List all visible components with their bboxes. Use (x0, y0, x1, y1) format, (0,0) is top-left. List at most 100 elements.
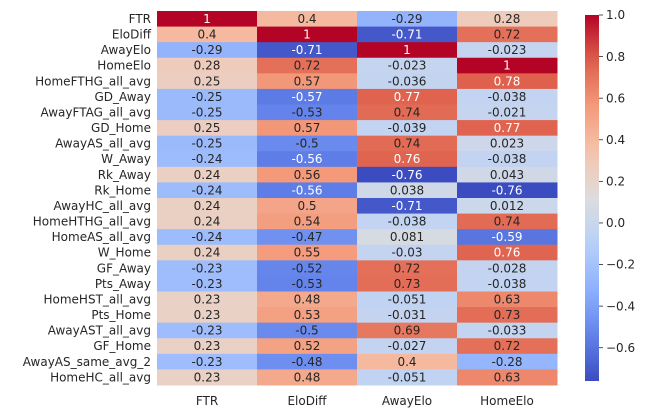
heatmap-cell-label: -0.038 (488, 152, 527, 166)
heatmap-cell (357, 135, 458, 152)
heatmap-cell (457, 353, 558, 370)
row-label: GD_Away (94, 90, 151, 104)
heatmap-cell-label: -0.48 (291, 355, 322, 369)
heatmap-cell-label: 0.56 (294, 168, 321, 182)
colorbar-tick-label: 0.2 (606, 175, 625, 189)
heatmap-cell (357, 244, 458, 261)
heatmap-cell (157, 338, 258, 355)
heatmap-cell-label: 0.73 (394, 277, 421, 291)
heatmap-cell (457, 11, 558, 28)
heatmap-cell (157, 229, 258, 246)
colorbar-tick-label: 0.4 (606, 133, 625, 147)
x-axis-tick-labels: FTR EloDiff AwayElo HomeElo (196, 394, 534, 408)
heatmap-cell-label: -0.036 (388, 74, 427, 88)
row-label: W_Home (98, 246, 151, 260)
heatmap-cell-label: -0.23 (191, 277, 222, 291)
row-label: HomeAS_all_avg (52, 230, 151, 244)
heatmap-cell (257, 229, 358, 246)
row-label: W_Away (101, 152, 151, 166)
heatmap-cell (257, 135, 358, 152)
heatmap-cell-label: -0.76 (491, 183, 522, 197)
heatmap-cell-label: 0.24 (194, 215, 221, 229)
heatmap-cell (257, 42, 358, 59)
heatmap-cell (357, 291, 458, 308)
heatmap-cell-label: 0.76 (494, 246, 521, 260)
heatmap-cell (257, 57, 358, 74)
heatmap-cell (157, 307, 258, 324)
heatmap-cell (257, 198, 358, 215)
heatmap-cell (357, 26, 458, 43)
row-label: AwayElo (101, 43, 151, 57)
heatmap-cell (357, 11, 458, 28)
heatmap-cell (357, 307, 458, 324)
heatmap-cell-label: 0.23 (194, 308, 221, 322)
heatmap-cell (257, 275, 358, 292)
heatmap-cell-label: -0.24 (191, 152, 222, 166)
heatmap-cell (257, 88, 358, 105)
heatmap-cell-label: 0.24 (194, 246, 221, 260)
heatmap-cell-label: 0.28 (494, 12, 521, 26)
heatmap-cell (157, 322, 258, 339)
heatmap-cell-label: 0.73 (494, 308, 521, 322)
heatmap-cell (357, 88, 458, 105)
heatmap-cell (157, 73, 258, 90)
heatmap-cell-label: 1 (503, 59, 511, 73)
heatmap-cell (457, 322, 558, 339)
heatmap-cell (257, 73, 358, 90)
heatmap-cell-label: -0.29 (191, 43, 222, 57)
heatmap-cell-label: -0.021 (488, 105, 527, 119)
heatmap-cell-label: -0.038 (388, 215, 427, 229)
colorbar-tick-label: 0.6 (606, 91, 625, 105)
heatmap-cell (257, 104, 358, 121)
heatmap-cell-label: -0.24 (191, 230, 222, 244)
heatmap-cell (457, 26, 558, 43)
heatmap-cell (157, 291, 258, 308)
heatmap-cell (257, 213, 358, 230)
heatmap-cell-label: -0.59 (491, 230, 522, 244)
colorbar-tick-label: −0.4 (606, 299, 635, 313)
heatmap-cell (157, 213, 258, 230)
heatmap-cell (257, 166, 358, 183)
heatmap-cell-label: -0.56 (291, 152, 322, 166)
heatmap-cell (357, 57, 458, 74)
heatmap-cell (257, 244, 358, 261)
heatmap-cell (457, 120, 558, 137)
heatmap-cell (157, 353, 258, 370)
row-label: Pts_Away (95, 277, 151, 291)
heatmap-cell (157, 42, 258, 59)
heatmap-cell-label: -0.71 (391, 28, 422, 42)
heatmap-cell-label: -0.023 (488, 43, 527, 57)
heatmap-cell-label: 1 (303, 28, 311, 42)
heatmap-cell (157, 57, 258, 74)
colorbar-tick-label: 0.0 (606, 216, 625, 230)
heatmap-cell (457, 260, 558, 277)
heatmap-cell (357, 104, 458, 121)
heatmap-cell-label: 0.4 (397, 355, 416, 369)
heatmap-cell (357, 198, 458, 215)
colorbar-tick-labels: −0.6 −0.4 −0.2 0.0 0.2 0.4 0.6 0.8 1.0 (599, 8, 635, 355)
heatmap-cell-label: 0.4 (197, 28, 216, 42)
column-label: FTR (196, 394, 218, 408)
heatmap-cell (357, 213, 458, 230)
colorbar-tick-label: −0.2 (606, 258, 635, 272)
heatmap-cell (457, 338, 558, 355)
heatmap-cell (257, 260, 358, 277)
column-label: HomeElo (480, 394, 534, 408)
heatmap-cell-label: 0.54 (294, 215, 321, 229)
heatmap-cell-label: 0.23 (194, 292, 221, 306)
heatmap-cell-label: 0.038 (390, 183, 424, 197)
heatmap-cell-label: -0.76 (391, 168, 422, 182)
heatmap-cell (357, 260, 458, 277)
heatmap-cell (357, 166, 458, 183)
row-label: HomeHTHG_all_avg (33, 215, 151, 229)
heatmap-cell-label: -0.039 (388, 121, 427, 135)
row-label: Rk_Home (94, 183, 151, 197)
row-label: Pts_Home (91, 308, 151, 322)
row-label: GF_Home (93, 339, 151, 353)
heatmap-cell (457, 42, 558, 59)
row-label: AwayAS_all_avg (55, 137, 151, 151)
heatmap-cell (457, 182, 558, 199)
heatmap-cell (257, 353, 358, 370)
